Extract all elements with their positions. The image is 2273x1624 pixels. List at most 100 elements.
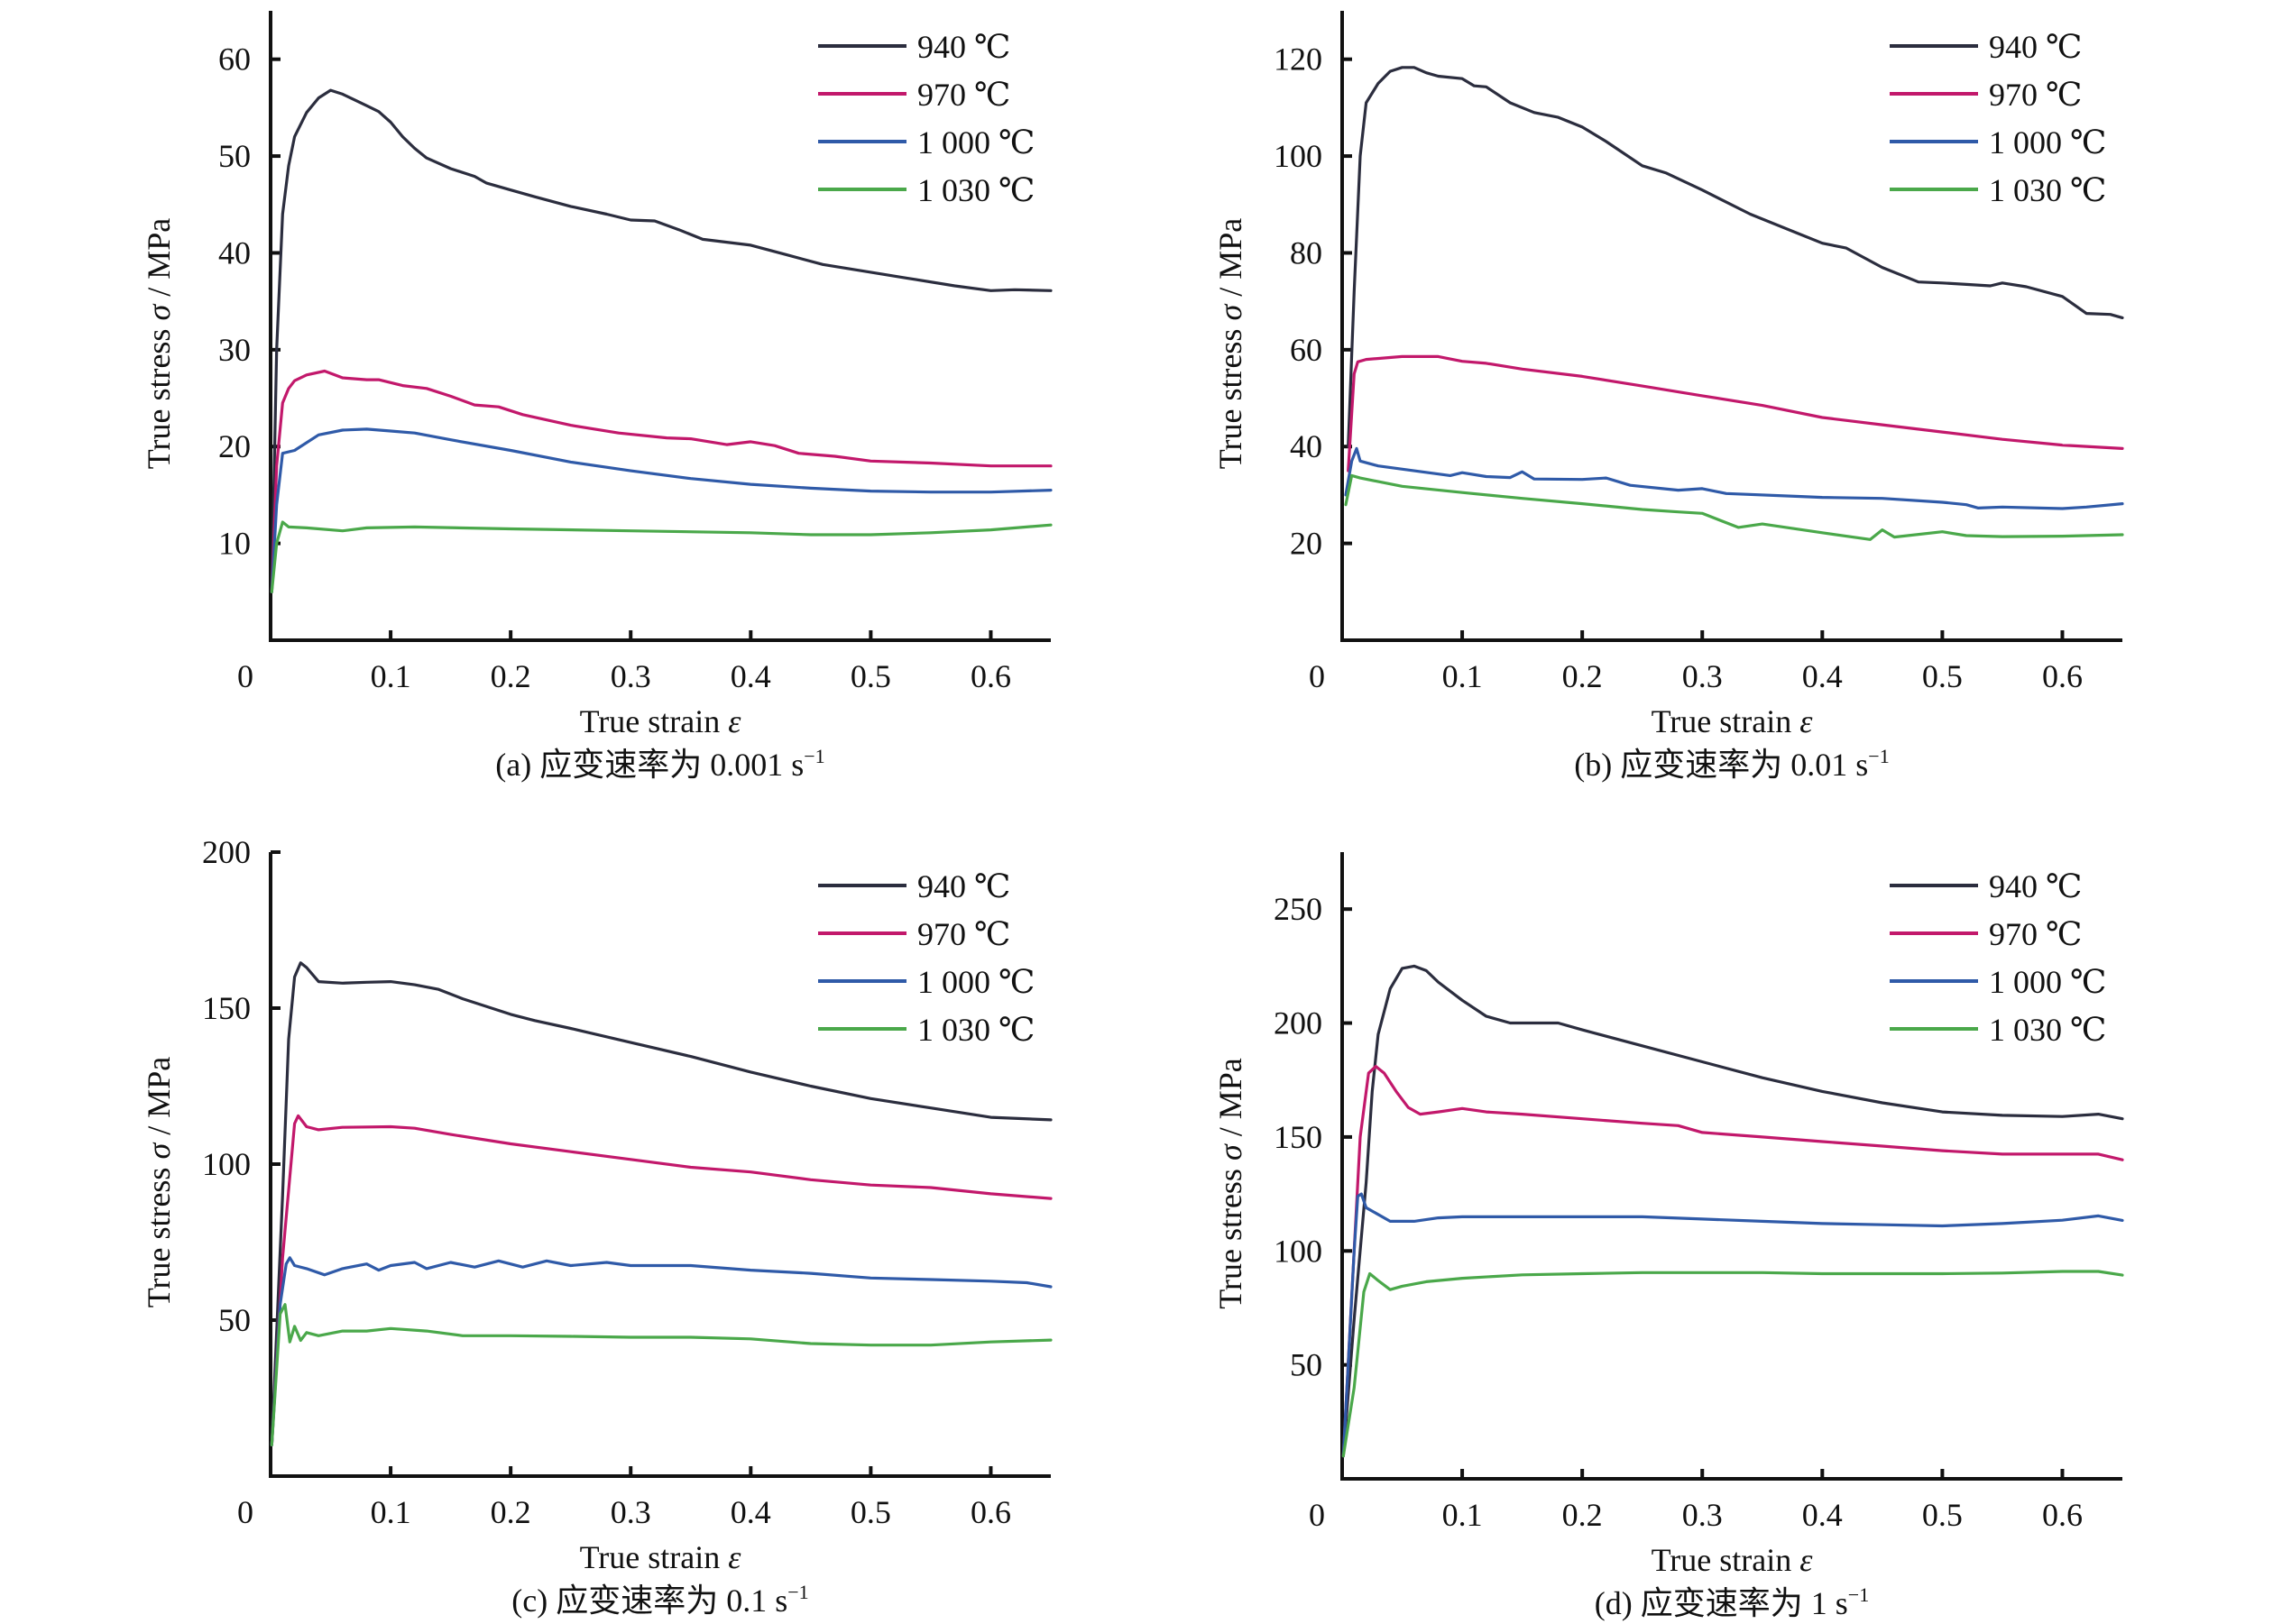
x-axis-title: True strain ε bbox=[580, 703, 742, 739]
x-tick-label: 0.3 bbox=[611, 1494, 651, 1530]
x-axis-symbol: ε bbox=[1799, 1542, 1813, 1578]
series-line-940C bbox=[270, 88, 1053, 593]
series-line-1000C bbox=[1341, 1192, 2124, 1458]
y-tick-label: 200 bbox=[1274, 1005, 1322, 1041]
series-line-970C bbox=[270, 1114, 1053, 1446]
x-tick-label: 0.2 bbox=[1562, 1497, 1603, 1533]
y-tick-label: 150 bbox=[1274, 1119, 1322, 1155]
y-tick-label: 50 bbox=[1290, 1347, 1322, 1383]
series-line-970C bbox=[270, 369, 1053, 593]
x-tick-label: 0.5 bbox=[1922, 658, 1963, 694]
series-line-970C bbox=[1347, 354, 2124, 473]
legend-label: 940 ℃ bbox=[917, 29, 1010, 65]
legend-label: 1 000 ℃ bbox=[1989, 964, 2106, 1000]
y-tick-label: 100 bbox=[202, 1146, 251, 1182]
panel-b: 0 0.1 0.2 0.3 0.4 0.5 0.6 20 40 60 80 100 120 True st… bbox=[1212, 11, 2124, 783]
x-tick-label: 0.5 bbox=[851, 658, 891, 694]
legend: 940 ℃ 970 ℃ 1 000 ℃ 1 030 ℃ bbox=[1890, 29, 2106, 208]
x-tick-label: 0.4 bbox=[1802, 658, 1843, 694]
y-tick-label: 50 bbox=[218, 138, 251, 174]
panel-caption: (c) 应变速率为 0.1 s−1 bbox=[511, 1581, 808, 1619]
x-tick-label: 0.6 bbox=[971, 658, 1011, 694]
legend: 940 ℃ 970 ℃ 1 000 ℃ 1 030 ℃ bbox=[1890, 868, 2106, 1048]
x-tick-label: 0.4 bbox=[1802, 1497, 1843, 1533]
series-line-1000C bbox=[1344, 446, 2124, 510]
y-tick-label: 30 bbox=[218, 332, 251, 368]
panel-caption: (b) 应变速率为 0.01 s−1 bbox=[1574, 745, 1889, 783]
y-tick-label: 20 bbox=[218, 428, 251, 464]
x-tick-label: 0.4 bbox=[731, 1494, 771, 1530]
legend-label: 940 ℃ bbox=[1989, 868, 2082, 904]
panel-caption: (a) 应变速率为 0.001 s−1 bbox=[495, 745, 824, 783]
legend-label: 1 030 ℃ bbox=[917, 172, 1035, 208]
y-tick-label: 120 bbox=[1274, 41, 1322, 78]
y-tick-label: 40 bbox=[1290, 428, 1322, 464]
panel-a: 0 0.1 0.2 0.3 0.4 0.5 0.6 10 20 30 40 50 60 True stra… bbox=[141, 11, 1053, 783]
y-tick-label: 80 bbox=[1290, 234, 1322, 271]
series-line-1030C bbox=[270, 1303, 1053, 1446]
x-tick-label: 0.3 bbox=[1682, 658, 1723, 694]
x-tick-label: 0.2 bbox=[1562, 658, 1603, 694]
x-tick-label: 0 bbox=[237, 1494, 253, 1530]
y-tick-label: 10 bbox=[218, 526, 251, 562]
y-axis-title: True stress σ / MPa bbox=[141, 218, 177, 470]
x-axis-title: True strain ε bbox=[580, 1539, 742, 1575]
x-tick-label: 0.5 bbox=[851, 1494, 891, 1530]
x-axis-symbol: ε bbox=[728, 1539, 741, 1575]
y-tick-label: 50 bbox=[218, 1302, 251, 1338]
series-line-1000C bbox=[270, 1256, 1053, 1446]
series-line-1030C bbox=[270, 520, 1053, 593]
legend-label: 1 000 ℃ bbox=[917, 124, 1035, 161]
x-tick-label: 0.1 bbox=[1442, 1497, 1483, 1533]
y-tick-label: 60 bbox=[1290, 332, 1322, 368]
series-line-1030C bbox=[1344, 473, 2124, 541]
legend-label: 970 ℃ bbox=[917, 916, 1010, 952]
series-line-940C bbox=[270, 961, 1053, 1446]
legend: 940 ℃ 970 ℃ 1 000 ℃ 1 030 ℃ bbox=[818, 868, 1035, 1048]
legend: 940 ℃ 970 ℃ 1 000 ℃ 1 030 ℃ bbox=[818, 29, 1035, 208]
x-tick-label: 0.6 bbox=[2042, 658, 2083, 694]
panel-d: 0 0.1 0.2 0.3 0.4 0.5 0.6 50 100 150 200 250 True st… bbox=[1212, 852, 2124, 1621]
y-tick-label: 150 bbox=[202, 990, 251, 1026]
x-tick-label: 0 bbox=[1309, 658, 1325, 694]
series-line-970C bbox=[1341, 1065, 2124, 1458]
series-line-1000C bbox=[270, 427, 1053, 593]
x-tick-label: 0.1 bbox=[371, 1494, 411, 1530]
legend-label: 970 ℃ bbox=[1989, 916, 2082, 952]
legend-label: 1 000 ℃ bbox=[917, 964, 1035, 1000]
legend-label: 970 ℃ bbox=[917, 77, 1010, 113]
y-tick-label: 200 bbox=[202, 834, 251, 870]
series-line-940C bbox=[1347, 66, 2124, 448]
series-line-940C bbox=[1341, 964, 2124, 1458]
x-axis-symbol: ε bbox=[1799, 703, 1813, 739]
x-tick-label: 0.5 bbox=[1922, 1497, 1963, 1533]
x-tick-label: 0 bbox=[1309, 1497, 1325, 1533]
legend-label: 1 000 ℃ bbox=[1989, 124, 2106, 161]
y-axis-title: True stress σ / MPa bbox=[1212, 218, 1248, 470]
legend-label: 1 030 ℃ bbox=[917, 1012, 1035, 1048]
y-axis-title: True stress σ / MPa bbox=[141, 1057, 177, 1308]
series-line-1030C bbox=[1341, 1270, 2124, 1458]
x-tick-label: 0.6 bbox=[2042, 1497, 2083, 1533]
y-tick-label: 60 bbox=[218, 41, 251, 78]
x-tick-label: 0.1 bbox=[1442, 658, 1483, 694]
x-axis-symbol: ε bbox=[728, 703, 741, 739]
x-tick-label: 0.4 bbox=[731, 658, 771, 694]
panel-c: 0 0.1 0.2 0.3 0.4 0.5 0.6 50 100 150 200 True strai… bbox=[141, 834, 1053, 1619]
x-axis-title: True strain ε bbox=[1652, 1542, 1814, 1578]
y-tick-label: 250 bbox=[1274, 891, 1322, 927]
legend-label: 940 ℃ bbox=[1989, 29, 2082, 65]
x-tick-label: 0.6 bbox=[971, 1494, 1011, 1530]
x-tick-label: 0.1 bbox=[371, 658, 411, 694]
x-tick-label: 0.3 bbox=[611, 658, 651, 694]
y-axis-title: True stress σ / MPa bbox=[1212, 1058, 1248, 1309]
x-axis-title: True strain ε bbox=[1652, 703, 1814, 739]
x-tick-label: 0.2 bbox=[491, 658, 531, 694]
x-tick-label: 0.3 bbox=[1682, 1497, 1723, 1533]
y-tick-label: 100 bbox=[1274, 138, 1322, 174]
panel-caption: (d) 应变速率为 1 s−1 bbox=[1595, 1583, 1869, 1621]
legend-label: 940 ℃ bbox=[917, 868, 1010, 904]
y-tick-label: 40 bbox=[218, 234, 251, 271]
legend-label: 1 030 ℃ bbox=[1989, 1012, 2106, 1048]
